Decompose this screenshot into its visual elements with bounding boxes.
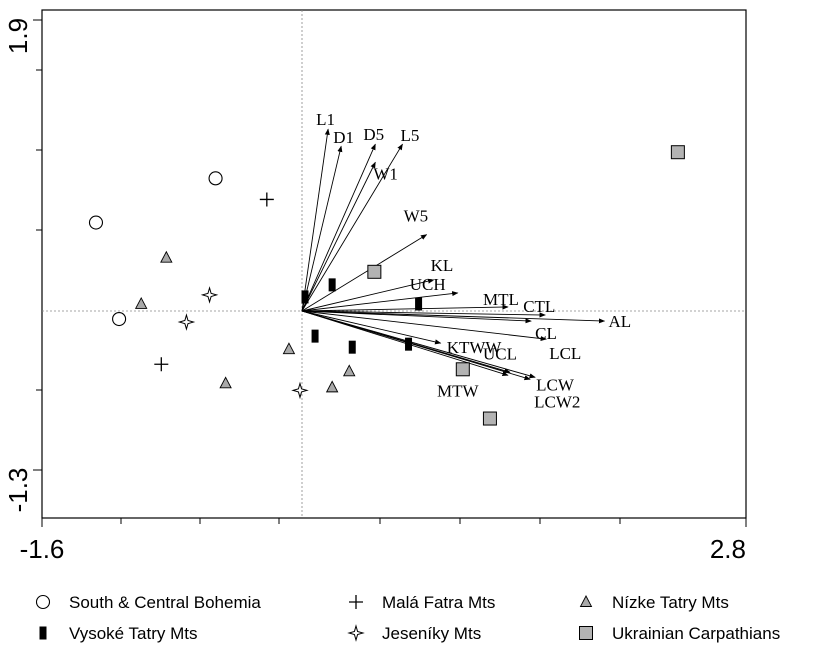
vector-label-ctl: CTL [523,297,555,316]
vector-arrow-ktww [301,310,442,345]
legend-marker-vysok-tatry-mts [39,626,47,640]
point-south-central-bohemia-3 [112,311,127,327]
legend-label-vysok-tatry-mts: Vysoké Tatry Mts [69,624,197,643]
vector-arrow-lcw [301,310,536,379]
legend-label-jesen-ky-mts: Jeseníky Mts [382,624,481,643]
vector-label-l1: L1 [316,110,335,129]
vector-arrow-d1 [301,145,343,312]
vector-label-ktww: KTWW [447,338,503,357]
vector-label-mtw: MTW [437,381,480,400]
point-vysok-tatry-mts-4 [311,329,319,343]
point-vysok-tatry-mts-1 [301,290,309,304]
point-n-zke-tatry-mts-5 [342,364,356,377]
vector-label-lcw: LCW [536,375,575,394]
trait-vectors [301,128,606,381]
vector-label-w1: W1 [373,164,398,183]
vector-arrow-al [301,310,606,324]
vector-label-uch: UCH [410,275,446,294]
point-jesen-ky-mts-1 [200,286,219,304]
point-jesen-ky-mts-3 [291,381,309,400]
point-vysok-tatry-mts-3 [415,297,423,311]
vector-label-l5: L5 [401,126,420,145]
vector-arrow-lcl [301,310,547,341]
legend-marker-ukrainian-carpathians [579,626,593,640]
vector-arrow-l1 [301,128,330,312]
vector-label-lcl: LCL [549,344,581,363]
legend-marker-mal-fatra-mts [349,595,363,609]
point-n-zke-tatry-mts-6 [325,380,339,393]
point-n-zke-tatry-mts-3 [282,342,296,355]
plot-frame [41,9,747,519]
point-vysok-tatry-mts-2 [328,278,336,292]
point-ukrainian-carpathians-1 [670,145,685,160]
point-vysok-tatry-mts-5 [348,340,356,354]
vector-arrow-l5 [301,143,403,312]
legend-marker-n-zke-tatry-mts [579,595,593,607]
point-n-zke-tatry-mts-4 [219,376,232,389]
legend-label-mal-fatra-mts: Malá Fatra Mts [382,593,495,612]
axis-ticks [33,19,747,527]
legend-label-n-zke-tatry-mts: Nízke Tatry Mts [612,593,729,612]
y-tick-label-max: 1.9 [3,18,33,54]
point-n-zke-tatry-mts-2 [134,296,148,309]
vector-label-d1: D1 [333,128,354,147]
point-ukrainian-carpathians-3 [455,362,470,377]
vector-label-cl: CL [535,324,557,343]
x-tick-label-max: 2.8 [710,534,746,564]
vector-arrow-lcw2 [301,310,531,381]
point-mal-fatra-mts-1 [259,192,274,207]
point-ukrainian-carpathians-4 [482,411,497,426]
vector-arrow-d5 [301,143,376,312]
vector-arrow-w1 [301,161,376,312]
vector-arrow-mtl [301,304,509,312]
point-vysok-tatry-mts-6 [405,337,413,351]
legend-marker-south-central-bohemia [35,594,51,610]
point-n-zke-tatry-mts-1 [160,250,173,263]
y-tick-label-min: -1.3 [3,468,33,513]
sample-points [88,145,685,426]
legend-label-south-central-bohemia: South & Central Bohemia [69,593,261,612]
vector-label-ucl: UCL [483,344,517,363]
point-south-central-bohemia-2 [88,215,104,230]
legend-marker-jesen-ky-mts [347,624,365,642]
point-south-central-bohemia-1 [208,171,223,186]
vector-label-kl: KL [431,256,454,275]
point-ukrainian-carpathians-2 [367,264,382,279]
legend: South & Central Bohemia Vysoké Tatry Mts M… [35,593,780,643]
vector-arrow-uch [301,291,459,312]
vector-arrow-ctl [301,310,546,318]
point-mal-fatra-mts-2 [154,357,169,372]
vector-label-mtl: MTL [483,290,519,309]
vector-arrow-cl [301,310,532,324]
vector-label-al: AL [609,312,632,331]
vector-arrow-kl [301,278,435,312]
vector-arrow-w5 [301,234,428,312]
x-tick-label-min: -1.6 [20,534,65,564]
vector-label-d5: D5 [363,125,384,144]
vector-label-lcw2: LCW2 [534,392,580,411]
vector-label-w5: W5 [404,207,429,226]
point-jesen-ky-mts-2 [177,313,196,331]
legend-label-ukrainian-carpathians: Ukrainian Carpathians [612,624,780,643]
